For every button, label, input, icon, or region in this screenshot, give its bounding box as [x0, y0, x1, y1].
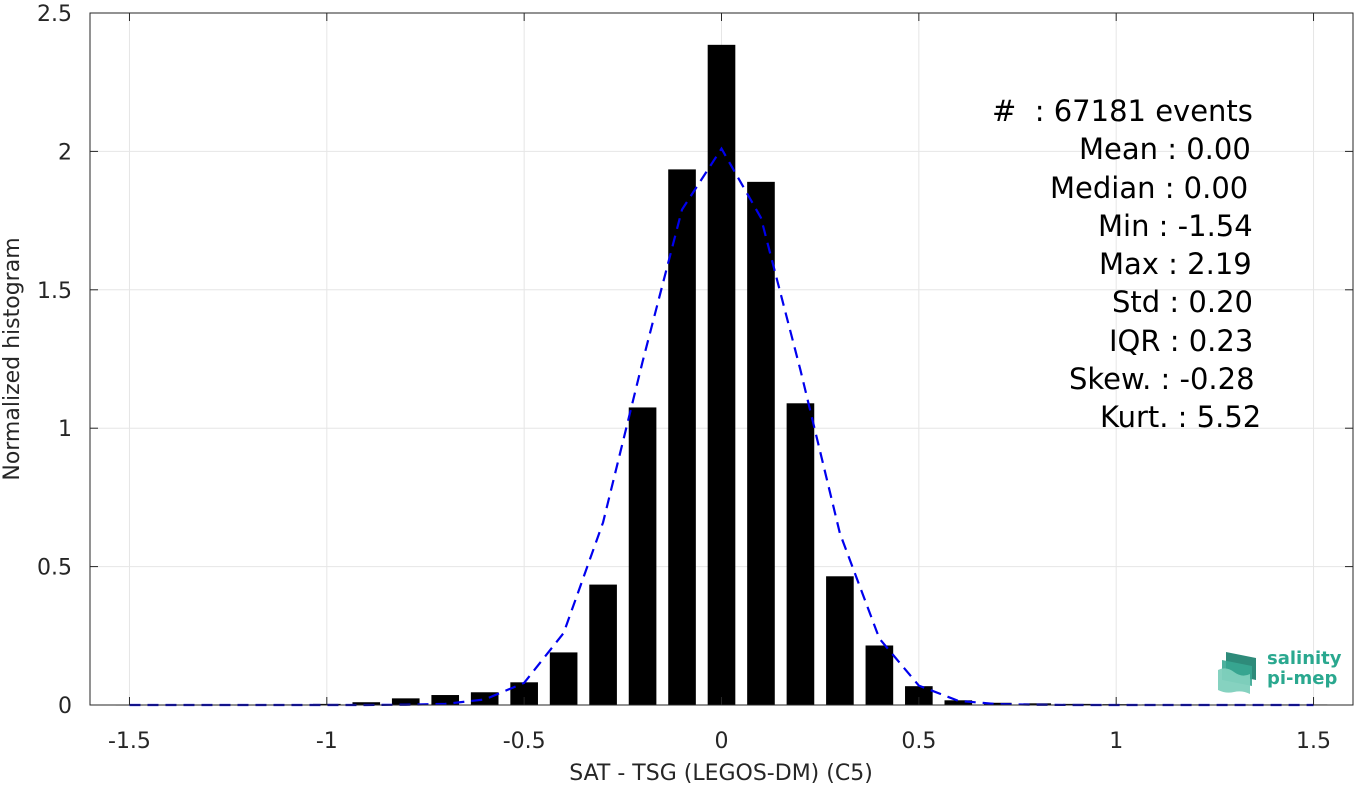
- x-tick-label-5: 1: [1109, 729, 1123, 754]
- x-axis-label: SAT - TSG (LEGOS-DM) (C5): [569, 761, 873, 785]
- histogram-bar-10: [510, 682, 538, 705]
- y-tick-label-3: 1.5: [37, 279, 72, 304]
- histogram-bar-22: [983, 702, 1012, 705]
- y-tick-label-5: 2.5: [37, 2, 72, 27]
- y-tick-label-1: 0.5: [37, 556, 72, 581]
- histogram-bar-9: [470, 692, 499, 705]
- ticks: [90, 12, 1353, 706]
- histogram-bar-21: [944, 700, 973, 705]
- x-tick-label-3: 0: [715, 729, 729, 754]
- stat-min: Min : -1.54: [1098, 208, 1253, 243]
- stat-std: Std : 0.20: [1112, 285, 1253, 320]
- y-axis-label: Normalized histogram: [0, 237, 25, 480]
- salinity-pi-mep-logo: salinity pi-mep: [1216, 648, 1346, 696]
- tick-labels: -1.5 -1 -0.5 0 0.5 1 1.5 0 0.5 1 1.5 2 2.5: [37, 2, 1331, 754]
- x-tick-label-0: -1.5: [108, 729, 151, 754]
- logo-line-1: salinity: [1267, 648, 1342, 669]
- x-tick-label-2: -0.5: [503, 729, 546, 754]
- stat-skew: Skew. : -0.28: [1069, 362, 1255, 397]
- x-tick-label-1: -1: [316, 729, 338, 754]
- histogram-bar-17: [786, 403, 815, 705]
- stat-kurt: Kurt. : 5.52: [1100, 400, 1262, 435]
- histogram-bar-7: [391, 698, 420, 705]
- histogram-bar-14: [668, 169, 696, 706]
- histogram-bar-19: [865, 645, 894, 705]
- histogram-bar-6: [352, 702, 381, 705]
- histogram-bar-12: [589, 584, 617, 705]
- y-tick-label-4: 2: [58, 140, 72, 165]
- x-tick-label-6: 1.5: [1296, 729, 1331, 754]
- wave-layers-icon: [1218, 652, 1256, 694]
- histogram-bar-11: [549, 652, 578, 705]
- histogram-bar-13: [628, 407, 657, 705]
- histogram-bar-8: [431, 695, 460, 705]
- stat-iqr: IQR : 0.23: [1109, 323, 1254, 358]
- y-tick-label-0: 0: [58, 694, 72, 719]
- stat-events: # : 67181 events: [992, 94, 1253, 128]
- logo-line-2: pi-mep: [1267, 668, 1338, 689]
- stat-median: Median : 0.00: [1050, 170, 1249, 205]
- histogram-bar-15: [707, 44, 736, 705]
- histogram-bar-18: [826, 576, 854, 705]
- y-tick-label-2: 1: [58, 417, 72, 442]
- histogram-bars: [115, 44, 1328, 706]
- histogram-bar-20: [905, 686, 933, 705]
- stat-mean: Mean : 0.00: [1079, 132, 1251, 167]
- stats-box: # : 67181 events Mean : 0.00 Median : 0.…: [900, 92, 1278, 437]
- stat-max: Max : 2.19: [1099, 247, 1252, 282]
- x-tick-label-4: 0.5: [901, 729, 936, 754]
- histogram-bar-16: [747, 181, 775, 705]
